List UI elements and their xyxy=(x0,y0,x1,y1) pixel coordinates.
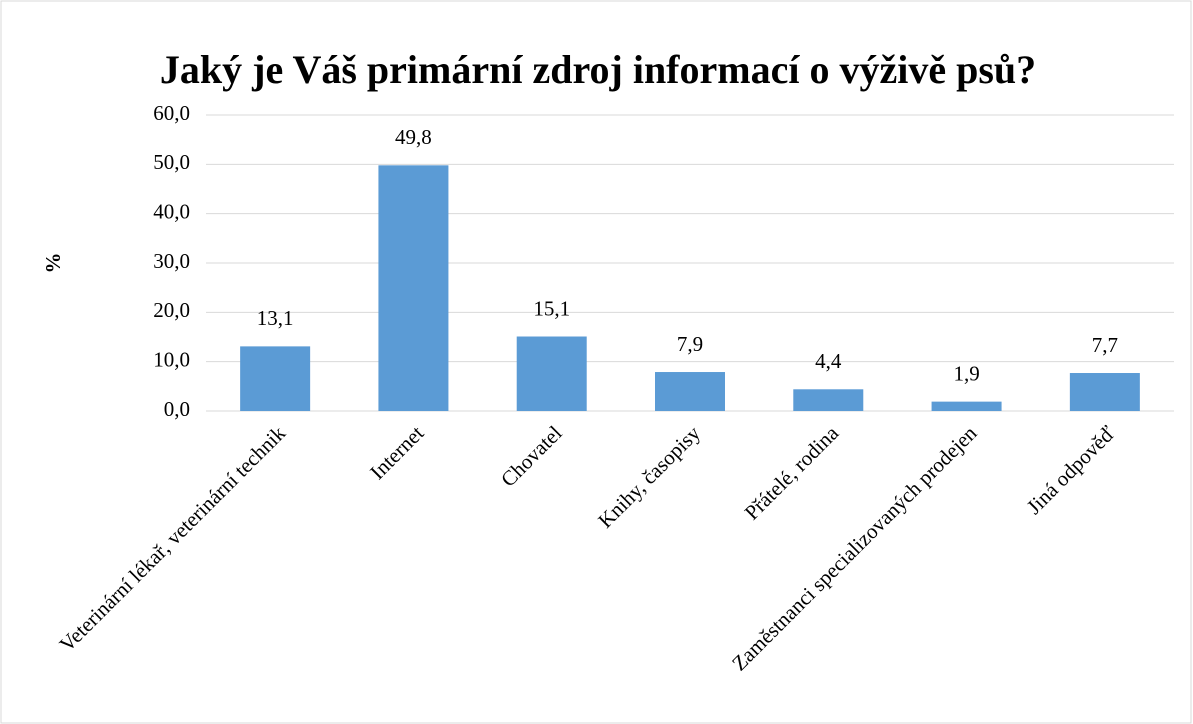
y-tick-label: 60,0 xyxy=(153,101,190,125)
y-tick-label: 50,0 xyxy=(153,150,190,174)
value-label: 7,7 xyxy=(1092,333,1118,357)
y-axis-label: % xyxy=(41,253,65,274)
y-tick-label: 0,0 xyxy=(164,397,190,421)
bar xyxy=(931,401,1002,411)
bar xyxy=(240,346,311,411)
value-label: 15,1 xyxy=(533,296,570,320)
y-tick-label: 40,0 xyxy=(153,199,190,223)
bar xyxy=(378,165,449,411)
bar xyxy=(1069,373,1140,411)
value-label: 4,4 xyxy=(815,349,842,373)
value-label: 1,9 xyxy=(953,361,979,385)
y-tick-label: 10,0 xyxy=(153,347,190,371)
value-label: 13,1 xyxy=(257,306,294,330)
bar xyxy=(516,336,587,411)
value-label: 7,9 xyxy=(677,332,703,356)
chart-title: Jaký je Váš primární zdroj informací o v… xyxy=(160,47,1036,92)
y-tick-label: 30,0 xyxy=(153,249,190,273)
bar xyxy=(793,389,864,411)
bar xyxy=(655,372,725,411)
y-tick-label: 20,0 xyxy=(153,298,190,322)
value-label: 49,8 xyxy=(395,125,432,149)
